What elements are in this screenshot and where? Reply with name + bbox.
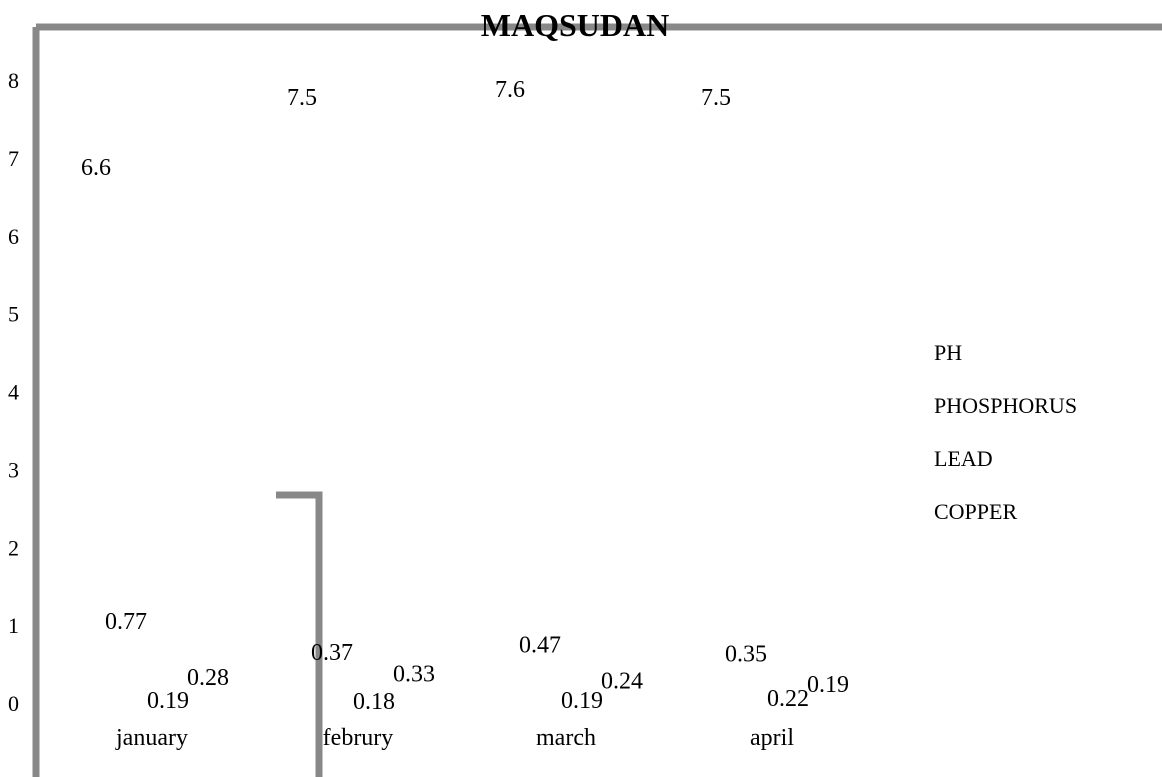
data-label: 7.5 — [701, 85, 731, 111]
chart-divider — [276, 491, 323, 777]
data-label: 0.77 — [105, 609, 147, 635]
y-tick-label: 7 — [8, 146, 19, 171]
x-tick-label: january — [115, 725, 188, 751]
chart-title: MAQSUDAN — [481, 7, 669, 43]
data-label: 0.19 — [561, 688, 603, 714]
data-label: 0.22 — [767, 686, 809, 712]
y-tick-label: 4 — [8, 380, 19, 405]
data-label: 0.18 — [353, 689, 395, 715]
y-tick-label: 8 — [8, 68, 19, 93]
y-tick-label: 6 — [8, 224, 19, 249]
data-label: 7.6 — [495, 77, 525, 103]
y-tick-label: 3 — [8, 457, 19, 482]
data-label: 0.37 — [311, 640, 353, 666]
data-label: 7.5 — [287, 85, 317, 111]
data-label: 0.47 — [519, 632, 561, 658]
data-label: 0.28 — [187, 665, 229, 691]
x-tick-label: april — [750, 725, 794, 751]
legend-item-copper: COPPER — [934, 499, 1018, 524]
legend-item-phosphorus: PHOSPHORUS — [934, 393, 1078, 418]
y-tick-label: 2 — [8, 535, 19, 560]
x-tick-label: march — [536, 725, 596, 751]
data-label: 0.33 — [393, 661, 435, 687]
legend-item-ph: PH — [934, 340, 963, 365]
y-tick-label: 0 — [8, 691, 19, 716]
data-label: 0.19 — [147, 688, 189, 714]
y-tick-label: 1 — [8, 613, 19, 638]
y-tick-label: 5 — [8, 302, 19, 327]
chart-legend: PH PHOSPHORUS LEAD COPPER — [934, 340, 1077, 552]
data-label: 0.24 — [601, 668, 643, 694]
legend-item-lead: LEAD — [934, 446, 993, 471]
data-label: 0.35 — [725, 642, 767, 668]
x-tick-label: februry — [323, 725, 394, 751]
data-label: 6.6 — [81, 155, 111, 181]
data-label: 0.19 — [807, 672, 849, 698]
